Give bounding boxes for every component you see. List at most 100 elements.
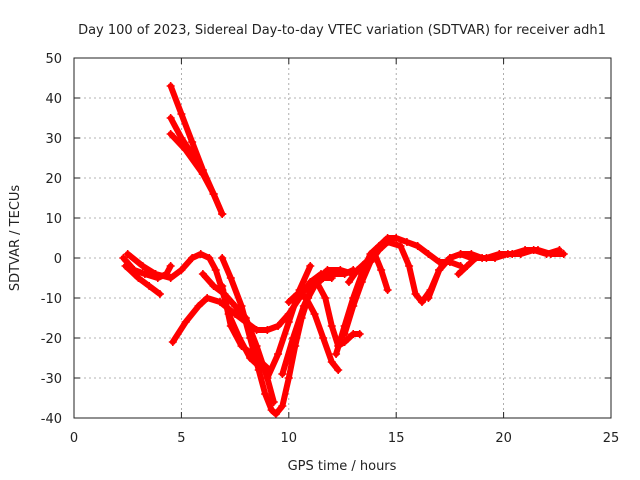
data-point (375, 246, 384, 254)
data-point (336, 266, 345, 274)
data-point (274, 322, 283, 330)
data-point (445, 254, 454, 262)
y-tick-label: 30 (45, 132, 62, 147)
data-point (166, 274, 175, 282)
data-point (482, 254, 491, 262)
data-point (123, 250, 132, 258)
data-point (435, 258, 444, 266)
y-tick-label: 50 (45, 52, 62, 67)
data-point (220, 290, 229, 298)
data-point (177, 110, 186, 118)
data-point (392, 234, 401, 242)
data-point (218, 254, 227, 262)
y-tick-labels: -40 -30 -20 -10 0 10 20 30 40 50 (41, 52, 62, 427)
axis-ticks (73, 57, 612, 419)
data-point (188, 138, 197, 146)
data-point (454, 270, 463, 278)
data-point (284, 318, 293, 326)
y-tick-label: 10 (45, 212, 62, 227)
data-point (284, 298, 293, 306)
data-point (306, 262, 315, 270)
data-point (370, 250, 379, 258)
series-layer (119, 82, 568, 418)
series-line (122, 263, 163, 297)
series-13 (284, 290, 343, 374)
data-point (209, 190, 218, 198)
data-point (340, 330, 349, 338)
data-point (263, 326, 272, 334)
data-point (205, 254, 214, 262)
data-point (402, 238, 411, 246)
y-tick-label: 20 (45, 172, 62, 187)
data-point (278, 402, 287, 410)
series-15 (332, 234, 465, 358)
data-point (166, 262, 175, 270)
data-point (323, 266, 332, 274)
x-tick-label: 10 (281, 431, 298, 446)
data-point (293, 290, 302, 298)
chart-title: Day 100 of 2023, Sidereal Day-to-day VTE… (78, 23, 606, 38)
data-point (411, 290, 420, 298)
data-point (467, 250, 476, 258)
data-point (269, 398, 278, 406)
data-point (405, 262, 414, 270)
grid-lines (74, 58, 611, 418)
series-line (199, 271, 277, 405)
data-point (327, 322, 336, 330)
x-tick-label: 0 (70, 431, 78, 446)
data-point (327, 358, 336, 366)
y-axis-label: SDTVAR / TECUs (8, 185, 23, 292)
data-point (278, 370, 287, 378)
data-point (166, 114, 175, 122)
y-tick-label: 40 (45, 92, 62, 107)
x-axis-label: GPS time / hours (288, 459, 397, 474)
data-point (241, 314, 250, 322)
data-point (226, 322, 235, 330)
data-point (424, 294, 433, 302)
data-point (177, 266, 186, 274)
data-point (119, 254, 128, 262)
y-tick-label: -30 (41, 372, 62, 387)
data-point (355, 330, 364, 338)
data-point (284, 374, 293, 382)
data-point (495, 250, 504, 258)
data-point (383, 238, 392, 246)
data-point (521, 246, 530, 254)
data-point (332, 350, 341, 358)
y-tick-label: -20 (41, 332, 62, 347)
data-point (138, 262, 147, 270)
data-point (267, 406, 276, 414)
data-point (417, 298, 426, 306)
data-point (357, 278, 366, 286)
x-tick-label: 15 (388, 431, 405, 446)
x-tick-label: 25 (603, 431, 620, 446)
data-point (121, 262, 130, 270)
data-point (463, 262, 472, 270)
data-point (289, 334, 298, 342)
data-point (198, 170, 207, 178)
data-point (237, 342, 246, 350)
data-point (231, 310, 240, 318)
data-point (424, 250, 433, 258)
data-point (508, 250, 517, 258)
data-point (377, 266, 386, 274)
series-3 (166, 130, 207, 178)
series-19 (454, 246, 568, 278)
data-point (274, 350, 283, 358)
data-point (349, 302, 358, 310)
series-line (345, 251, 391, 293)
series-17 (344, 250, 392, 294)
data-point (435, 266, 444, 274)
data-point (194, 302, 203, 310)
data-point (310, 310, 319, 318)
data-point (252, 342, 261, 350)
data-point (231, 302, 240, 310)
data-point (301, 294, 310, 302)
data-point (166, 130, 175, 138)
data-point (533, 246, 542, 254)
data-point (196, 250, 205, 258)
data-point (198, 270, 207, 278)
data-point (254, 366, 263, 374)
data-point (140, 270, 149, 278)
